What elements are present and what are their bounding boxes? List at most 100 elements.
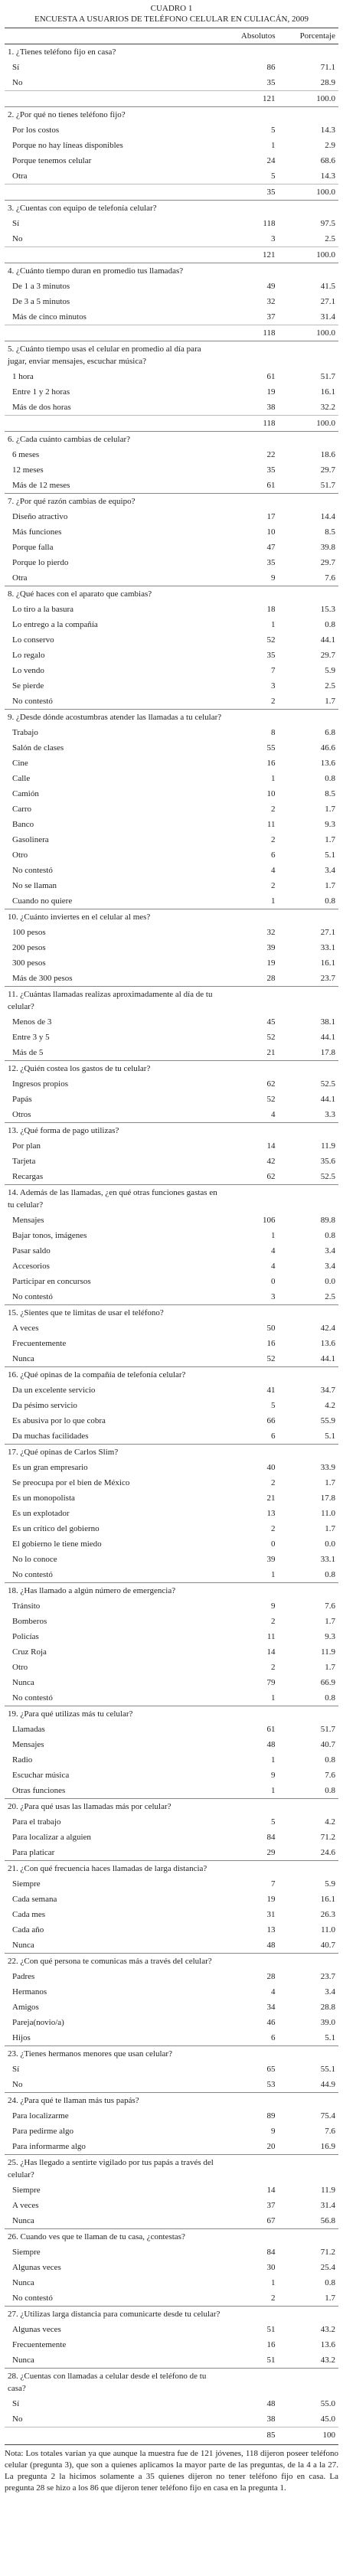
percentage: 44.1 <box>320 1095 335 1104</box>
absolute-value: 7 <box>271 1879 276 1889</box>
percentage: 27.1 <box>320 297 335 306</box>
percentage: 11.0 <box>321 1509 335 1518</box>
answer-row: Por los costos 5 14.3 <box>5 122 338 138</box>
answer-label: De 3 a 5 minutos <box>12 297 70 306</box>
absolute-value: 61 <box>266 1725 276 1734</box>
answer-label: Trabajo <box>12 728 38 737</box>
answer-label: Hermanos <box>12 1987 47 1996</box>
empty-cell <box>224 1366 279 1383</box>
answer-row: Tránsito 9 7.6 <box>5 1598 338 1614</box>
answer-row: Recargas 62 52.5 <box>5 1169 338 1185</box>
empty-cell <box>224 106 279 122</box>
absolute-value: 1 <box>271 1693 276 1703</box>
absolute-value: 38 <box>266 2414 276 2424</box>
question-row: 16. ¿Qué opinas de la compañía de telefo… <box>5 1366 338 1383</box>
empty-cell <box>278 493 338 509</box>
percentage: 28.9 <box>320 78 335 87</box>
empty-cell <box>224 1184 279 1213</box>
percentage: 100.0 <box>278 184 338 201</box>
absolute-value: 16 <box>266 759 276 768</box>
answer-row: Padres 28 23.7 <box>5 1969 338 1984</box>
answer-label: Más de dos horas <box>12 403 71 412</box>
answer-label: Lo conservo <box>12 635 54 645</box>
answer-label: Porque falla <box>12 543 54 552</box>
empty-cell <box>278 341 338 369</box>
percentage: 5.9 <box>325 666 335 675</box>
answer-label: No contestó <box>12 2294 53 2303</box>
absolute-value: 10 <box>266 789 276 798</box>
question-row: 2. ¿Por qué no tienes teléfono fijo? <box>5 106 338 122</box>
absolute-value: 66 <box>266 1416 276 1425</box>
answer-row: Participar en concursos 0 0.0 <box>5 1274 338 1289</box>
percentage: 0.8 <box>325 620 335 629</box>
answer-row: Siempre 84 71.2 <box>5 2245 338 2260</box>
answer-row: Cada año 13 11.0 <box>5 1922 338 1938</box>
answer-row: No 3 2.5 <box>5 231 338 247</box>
answer-label: Hijos <box>12 2033 31 2042</box>
question-row: 23. ¿Tienes hermanos menores que usan ce… <box>5 2045 338 2062</box>
answer-label: Carro <box>12 805 32 814</box>
answer-row: 300 pesos 19 16.1 <box>5 955 338 971</box>
percentage: 0.8 <box>325 896 335 906</box>
answer-label: Es un crítico del gobierno <box>12 1524 100 1533</box>
answer-label: Calle <box>12 774 31 783</box>
answer-row: Gasolinera 2 1.7 <box>5 832 338 847</box>
answer-row: Más funciones 10 8.5 <box>5 524 338 540</box>
empty-cell <box>278 44 338 60</box>
answer-row: Lo vendo 7 5.9 <box>5 663 338 678</box>
question-row: 9. ¿Desde dónde acostumbras atender las … <box>5 709 338 725</box>
percentage: 9.3 <box>325 820 335 829</box>
answer-row: Otras funciones 1 0.8 <box>5 1783 338 1799</box>
question: 19. ¿Para qué utilizas más tu celular? <box>5 1706 225 1722</box>
absolute-value: 24 <box>266 156 276 165</box>
question: 26. Cuando ves que te llaman de tu casa,… <box>5 2228 225 2245</box>
absolute-value: 21 <box>266 1494 276 1503</box>
absolute-value: 2 <box>271 1524 276 1533</box>
answer-label: Mensajes <box>12 1216 44 1225</box>
answer-label: Se pierde <box>12 681 44 691</box>
percentage: 26.3 <box>320 1910 335 1919</box>
answer-row: Para platicar 29 24.6 <box>5 1845 338 1861</box>
empty-cell <box>278 2228 338 2245</box>
question: 4. ¿Cuánto tiempo duran en promedio tus … <box>5 263 225 279</box>
answer-row: Lo entrego a la compañía 1 0.8 <box>5 617 338 632</box>
percentage: 51.7 <box>320 1725 335 1734</box>
answer-label: No <box>12 2080 23 2089</box>
answer-label: Cruz Roja <box>12 1647 47 1657</box>
absolute-value: 35 <box>266 651 276 660</box>
percentage: 0.8 <box>325 2278 335 2287</box>
answer-label: Más de cinco minutos <box>12 312 87 322</box>
answer-row: No se llaman 2 1.7 <box>5 878 338 893</box>
absolute-value: 19 <box>266 958 276 968</box>
percentage: 75.4 <box>320 2111 335 2121</box>
answer-label: Nunca <box>12 1941 34 1950</box>
answer-row: No contestó 1 0.8 <box>5 1567 338 1583</box>
absolute-value: 50 <box>266 1324 276 1333</box>
answer-row: Es un explotador 13 11.0 <box>5 1506 338 1521</box>
answer-row: Nunca 52 44.1 <box>5 1351 338 1367</box>
absolute-value: 9 <box>271 573 276 583</box>
answer-row: Salón de clases 55 46.6 <box>5 740 338 756</box>
answer-label: 12 meses <box>12 465 44 475</box>
percentage: 44.9 <box>320 2080 335 2089</box>
percentage: 35.6 <box>320 1157 335 1166</box>
absolute-value: 62 <box>266 1079 276 1089</box>
percentage: 100.0 <box>278 246 338 263</box>
absolute-value: 5 <box>271 171 276 181</box>
answer-row: Para el trabajo 5 4.2 <box>5 1814 338 1830</box>
absolute-value: 61 <box>266 372 276 381</box>
absolute-value: 3 <box>271 1292 276 1301</box>
absolute-value: 4 <box>271 1987 276 1996</box>
percentage: 33.1 <box>320 1555 335 1564</box>
percentage: 51.7 <box>320 481 335 490</box>
absolute-value: 14 <box>266 1647 276 1657</box>
answer-row: Carro 2 1.7 <box>5 802 338 817</box>
question: 17. ¿Qué opinas de Carlos Slim? <box>5 1444 225 1460</box>
answer-label: Da pésimo servicio <box>12 1401 77 1410</box>
percentage: 31.4 <box>320 2201 335 2210</box>
answer-label: Cada año <box>12 1925 44 1934</box>
answer-label: El gobierno le tiene miedo <box>12 1539 102 1549</box>
absolute-value: 84 <box>266 2248 276 2257</box>
absolute-value: 5 <box>271 1817 276 1827</box>
